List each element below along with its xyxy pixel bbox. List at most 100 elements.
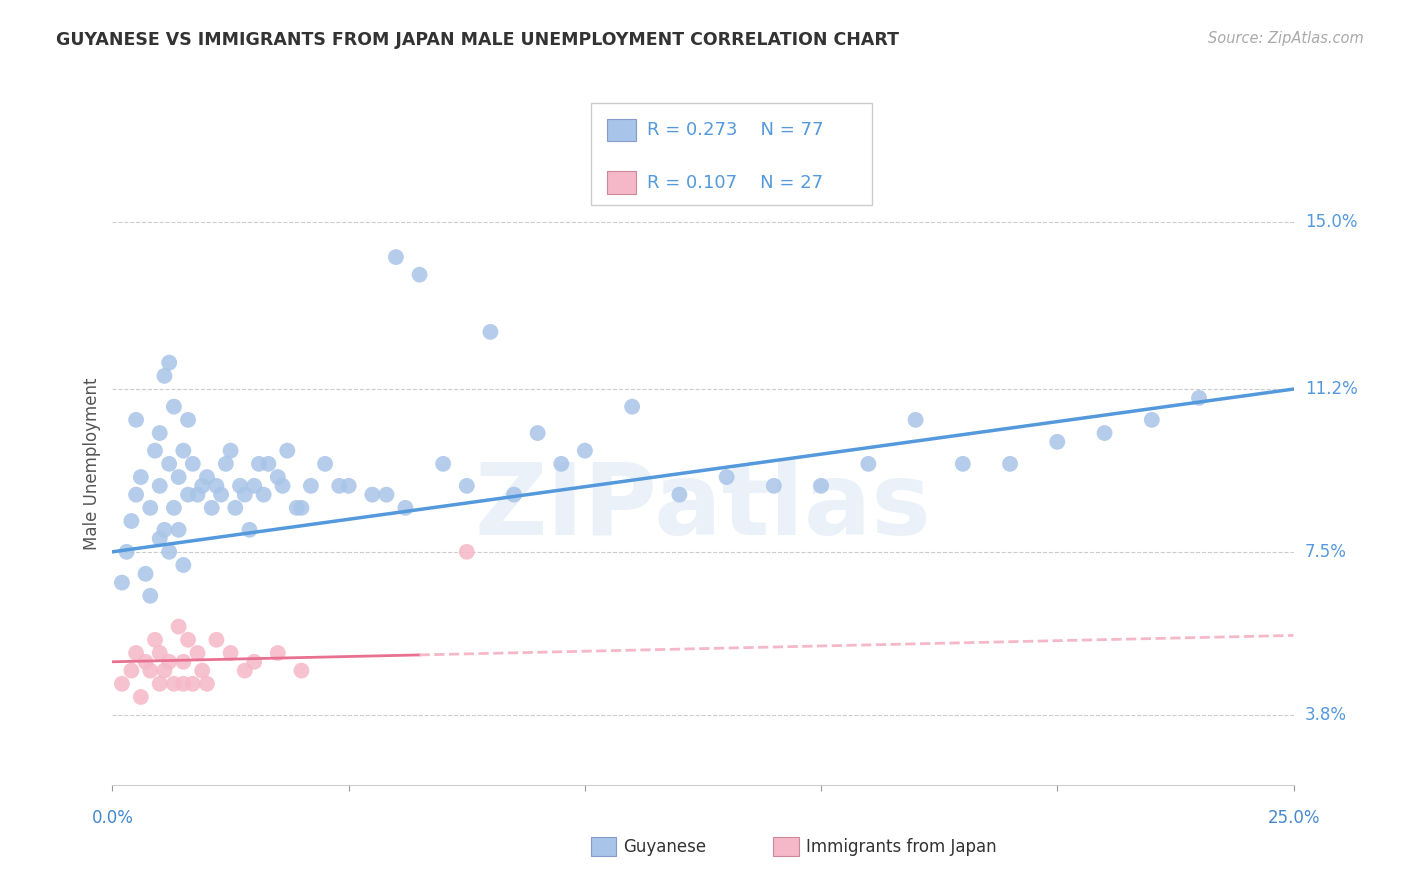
Point	[432, 457, 454, 471]
Point	[1140, 413, 1163, 427]
Point	[201, 500, 224, 515]
Text: 25.0%: 25.0%	[1267, 809, 1320, 827]
Point	[716, 470, 738, 484]
Point	[952, 457, 974, 471]
Y-axis label: Male Unemployment: Male Unemployment	[83, 377, 101, 550]
Text: 11.2%: 11.2%	[1305, 380, 1357, 398]
Point	[149, 479, 172, 493]
Text: 3.8%: 3.8%	[1305, 706, 1347, 723]
Point	[129, 690, 152, 704]
Point	[337, 479, 360, 493]
Point	[205, 479, 228, 493]
Point	[224, 500, 246, 515]
Point	[219, 646, 242, 660]
Text: Guyanese: Guyanese	[623, 838, 706, 855]
Point	[163, 500, 186, 515]
Point	[233, 664, 256, 678]
Point	[276, 443, 298, 458]
Point	[247, 457, 270, 471]
Point	[998, 457, 1021, 471]
Point	[111, 575, 134, 590]
Point	[1046, 434, 1069, 449]
Point	[163, 400, 186, 414]
Point	[385, 250, 408, 264]
Point	[299, 479, 322, 493]
Point	[139, 500, 162, 515]
Text: 0.0%: 0.0%	[91, 809, 134, 827]
Point	[904, 413, 927, 427]
Point	[205, 632, 228, 647]
Point	[139, 664, 162, 678]
Point	[209, 488, 232, 502]
Point	[257, 457, 280, 471]
Text: R = 0.273    N = 77: R = 0.273 N = 77	[647, 121, 824, 139]
Point	[149, 646, 172, 660]
Point	[574, 443, 596, 458]
Point	[526, 425, 548, 440]
Point	[129, 470, 152, 484]
Point	[111, 677, 134, 691]
Point	[810, 479, 832, 493]
Point	[290, 500, 312, 515]
Point	[157, 655, 180, 669]
Point	[238, 523, 260, 537]
Point	[172, 558, 194, 572]
Point	[267, 470, 290, 484]
Text: Source: ZipAtlas.com: Source: ZipAtlas.com	[1208, 31, 1364, 46]
Point	[143, 443, 166, 458]
Point	[181, 457, 204, 471]
Point	[181, 677, 204, 691]
Point	[167, 470, 190, 484]
Point	[1188, 391, 1211, 405]
Point	[120, 514, 142, 528]
Point	[153, 664, 176, 678]
Point	[149, 532, 172, 546]
Point	[394, 500, 416, 515]
Point	[267, 646, 290, 660]
Point	[290, 664, 312, 678]
Point	[668, 488, 690, 502]
Point	[172, 443, 194, 458]
Point	[191, 479, 214, 493]
Point	[167, 523, 190, 537]
Point	[503, 488, 526, 502]
Point	[191, 664, 214, 678]
Point	[456, 479, 478, 493]
Text: 7.5%: 7.5%	[1305, 543, 1347, 561]
Point	[135, 655, 157, 669]
Point	[253, 488, 276, 502]
Text: R = 0.107    N = 27: R = 0.107 N = 27	[647, 174, 823, 192]
Point	[125, 488, 148, 502]
Point	[186, 646, 208, 660]
Point	[219, 443, 242, 458]
Point	[285, 500, 308, 515]
Point	[172, 655, 194, 669]
Point	[149, 425, 172, 440]
Point	[243, 655, 266, 669]
Point	[163, 677, 186, 691]
Point	[167, 619, 190, 633]
Point	[243, 479, 266, 493]
Point	[153, 368, 176, 383]
Text: ZIPatlas: ZIPatlas	[475, 459, 931, 557]
Point	[135, 566, 157, 581]
Point	[125, 646, 148, 660]
Point	[115, 545, 138, 559]
Point	[157, 356, 180, 370]
Point	[375, 488, 398, 502]
Point	[361, 488, 384, 502]
Text: Immigrants from Japan: Immigrants from Japan	[806, 838, 997, 855]
Point	[479, 325, 502, 339]
Point	[233, 488, 256, 502]
Point	[328, 479, 350, 493]
Point	[858, 457, 880, 471]
Point	[195, 470, 218, 484]
Point	[172, 677, 194, 691]
Point	[186, 488, 208, 502]
Point	[621, 400, 644, 414]
Point	[125, 413, 148, 427]
Point	[271, 479, 294, 493]
Point	[177, 413, 200, 427]
Point	[139, 589, 162, 603]
Point	[149, 677, 172, 691]
